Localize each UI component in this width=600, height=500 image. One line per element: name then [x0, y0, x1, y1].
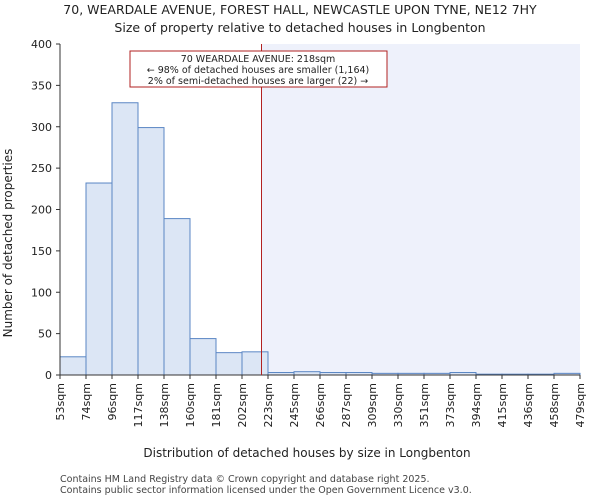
- annotation-line-1: 70 WEARDALE AVENUE: 218sqm: [181, 54, 336, 65]
- chart-title: 70, WEARDALE AVENUE, FOREST HALL, NEWCAS…: [63, 2, 537, 17]
- annotation-line-2: ← 98% of detached houses are smaller (1,…: [147, 65, 370, 76]
- x-tick-label: 436sqm: [522, 383, 535, 427]
- y-tick-label: 350: [31, 79, 52, 92]
- x-tick-label: 96sqm: [106, 383, 119, 420]
- x-tick-label: 415sqm: [496, 383, 509, 427]
- x-tick-label: 181sqm: [210, 383, 223, 427]
- histogram-bar: [111, 102, 139, 376]
- x-tick-label: 479sqm: [574, 383, 587, 427]
- x-tick-label: 309sqm: [366, 383, 379, 427]
- y-tick-label: 200: [31, 204, 52, 217]
- y-tick-label: 100: [31, 286, 52, 299]
- histogram-chart: 0 50 100 150 200 250 300 350 400 53sqm 74sqm 96sqm…: [1, 2, 587, 460]
- histogram-bar: [215, 352, 243, 376]
- y-tick-label: 250: [31, 162, 52, 175]
- y-tick-label: 300: [31, 121, 52, 134]
- histogram-bar: [241, 351, 269, 376]
- x-tick-label: 245sqm: [288, 383, 301, 427]
- y-tick-label: 50: [38, 328, 52, 341]
- x-tick-label: 202sqm: [236, 383, 249, 427]
- y-axis-label: Number of detached properties: [1, 149, 15, 338]
- histogram-bar: [137, 127, 165, 376]
- x-axis-label: Distribution of detached houses by size …: [143, 446, 470, 460]
- x-tick-label: 458sqm: [548, 383, 561, 427]
- annotation-line-3: 2% of semi-detached houses are larger (2…: [148, 76, 368, 87]
- histogram-bar: [189, 338, 217, 376]
- y-tick-label: 150: [31, 245, 52, 258]
- x-tick-label: 74sqm: [80, 383, 93, 420]
- x-tick-label: 223sqm: [262, 383, 275, 427]
- annotation-box: 70 WEARDALE AVENUE: 218sqm ← 98% of deta…: [129, 50, 388, 88]
- footer-copyright: Contains HM Land Registry data © Crown c…: [60, 474, 430, 485]
- histogram-bar: [59, 356, 87, 376]
- x-tick-label: 266sqm: [314, 383, 327, 427]
- chart-subtitle: Size of property relative to detached ho…: [114, 20, 485, 35]
- x-tick-label: 53sqm: [54, 383, 67, 420]
- x-tick-label: 160sqm: [184, 383, 197, 427]
- x-tick-label: 351sqm: [418, 383, 431, 427]
- annotation-frame: [129, 50, 388, 88]
- footer-licence: Contains public sector information licen…: [60, 485, 472, 496]
- x-tick-label: 373sqm: [444, 383, 457, 427]
- x-tick-label: 138sqm: [158, 383, 171, 427]
- x-tick-label: 330sqm: [392, 383, 405, 427]
- histogram-bar: [85, 182, 113, 376]
- larger-region-shade: [261, 44, 580, 375]
- x-tick-label: 117sqm: [132, 383, 145, 427]
- y-tick-label: 0: [45, 369, 52, 382]
- y-tick-label: 400: [31, 38, 52, 51]
- x-tick-label: 394sqm: [470, 383, 483, 427]
- histogram-bar: [163, 218, 191, 376]
- x-tick-label: 287sqm: [340, 383, 353, 427]
